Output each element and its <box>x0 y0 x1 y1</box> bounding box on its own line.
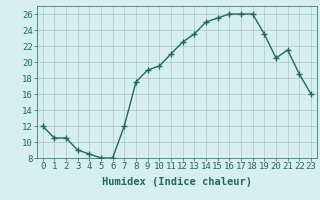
X-axis label: Humidex (Indice chaleur): Humidex (Indice chaleur) <box>102 177 252 187</box>
